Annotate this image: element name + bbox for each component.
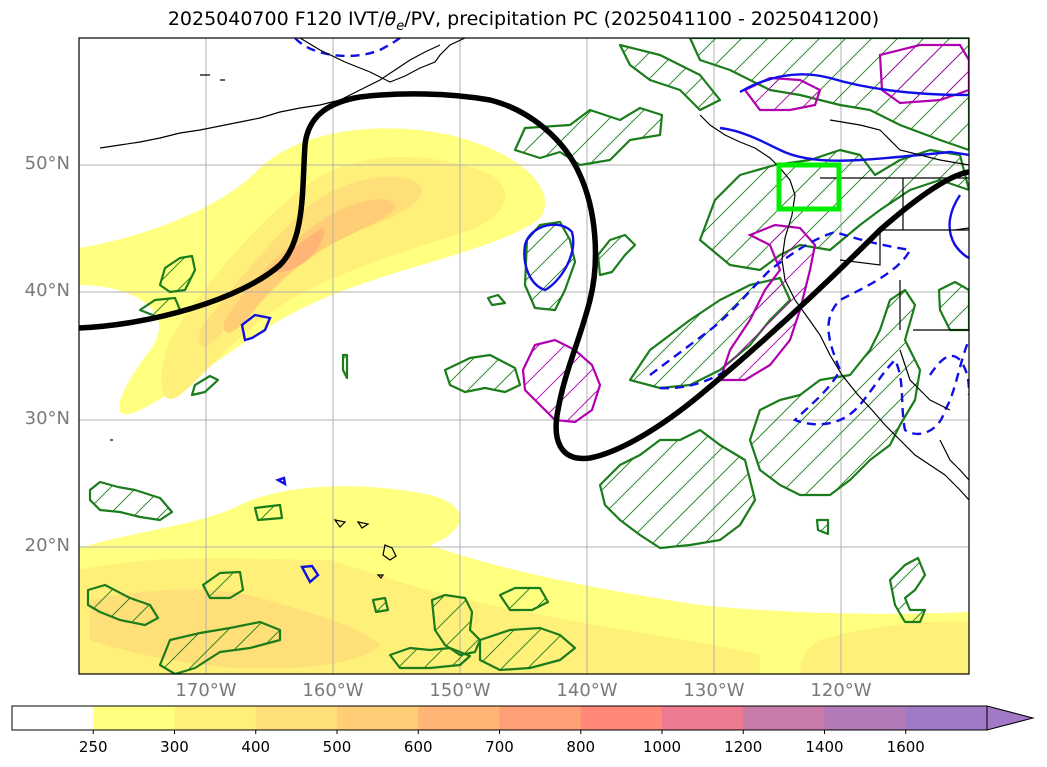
colorbar-cell <box>743 706 825 730</box>
title-prefix: 2025040700 F120 IVT/ <box>167 8 385 30</box>
colorbar-tick-label: 400 <box>241 738 271 756</box>
pv-contour <box>79 91 969 462</box>
colorbar-tick-label: 700 <box>485 738 514 756</box>
colorbar-cell <box>255 706 338 730</box>
colorbar-cell <box>418 706 500 730</box>
lon-label-120w: 120°W <box>810 680 872 701</box>
colorbar <box>11 705 1035 734</box>
lat-label-50: 50°N <box>24 153 70 174</box>
map-frame <box>78 37 970 675</box>
title-suffix: /PV, precipitation PC (2025041100 - 2025… <box>404 8 880 30</box>
title-theta: θ <box>384 8 397 30</box>
colorbar-tick-label: 1000 <box>642 738 682 756</box>
lat-label-20: 20°N <box>24 535 70 556</box>
lon-label-160w: 160°W <box>302 680 364 701</box>
colorbar-tick-label: 800 <box>566 738 596 756</box>
magenta-contours <box>521 43 969 424</box>
colorbar-cell <box>824 706 907 730</box>
colorbar-cell <box>905 706 988 730</box>
lon-label-170w: 170°W <box>175 680 237 701</box>
colorbar-tick-label: 300 <box>160 738 189 756</box>
colorbar-cell <box>174 706 257 730</box>
colorbar-cell <box>93 706 175 730</box>
colorbar-cell <box>12 706 94 730</box>
colorbar-tick-label: 500 <box>322 738 352 756</box>
lon-label-130w: 130°W <box>683 680 745 701</box>
colorbar-tick-label: 1600 <box>886 738 925 756</box>
colorbar-tick-label: 1200 <box>724 738 763 756</box>
title-sub: e <box>396 18 405 34</box>
colorbar-tick-label: 1400 <box>805 738 844 756</box>
colorbar-ticks <box>92 730 907 734</box>
colorbar-extension-arrow <box>986 705 1035 731</box>
colorbar-cell <box>499 706 582 730</box>
colorbar-cell <box>662 706 744 730</box>
colorbar-tick-label: 250 <box>78 738 108 756</box>
coastlines <box>99 38 969 579</box>
precip-contours <box>86 38 969 674</box>
theta-e-solid <box>240 73 969 584</box>
lon-label-140w: 140°W <box>556 680 618 701</box>
chart-title: 2025040700 F120 IVT/θe/PV, precipitation… <box>0 8 1047 34</box>
colorbar-tick-label: 600 <box>403 738 433 756</box>
map-layers <box>79 38 969 674</box>
colorbar-cells <box>12 706 988 730</box>
colorbar-cell <box>580 706 663 730</box>
colorbar-cell <box>337 706 419 730</box>
lat-label-40: 40°N <box>24 280 70 301</box>
lon-label-150w: 150°W <box>429 680 491 701</box>
lat-label-30: 30°N <box>24 408 70 429</box>
target-region-box <box>776 162 842 212</box>
